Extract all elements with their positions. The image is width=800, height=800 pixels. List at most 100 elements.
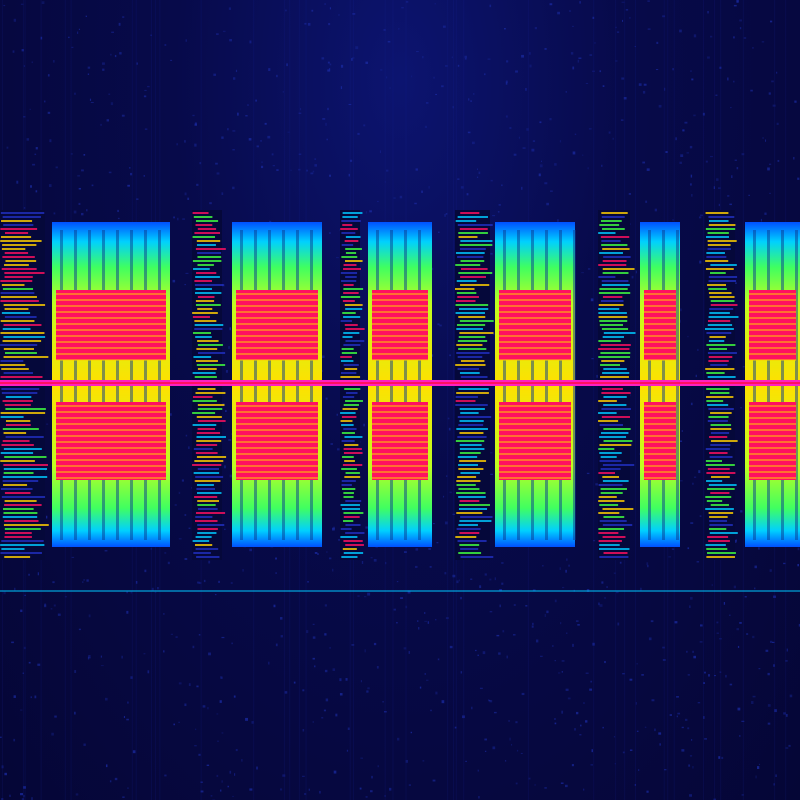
noise-speck [674, 621, 678, 624]
striped-line [4, 492, 31, 494]
noise-speck [425, 101, 429, 104]
noise-speck [734, 159, 737, 161]
noise-speck [32, 163, 36, 166]
noise-speck [78, 28, 81, 30]
striped-line [707, 468, 730, 470]
striped-line [601, 212, 628, 214]
striped-line [601, 280, 629, 282]
noise-speck [713, 675, 716, 677]
peak-harmonic [372, 447, 428, 449]
striped-line [459, 432, 484, 434]
noise-speck [513, 153, 517, 156]
peak-harmonic [644, 417, 676, 419]
noise-speck [472, 141, 475, 145]
striped-line [459, 228, 488, 230]
noise-speck [571, 764, 574, 767]
noise-speck [793, 156, 795, 160]
striped-line [705, 496, 732, 498]
noise-speck [348, 103, 352, 105]
striped-line [345, 400, 363, 402]
noise-speck [389, 787, 392, 791]
noise-speck [703, 716, 705, 719]
striped-line [5, 408, 46, 410]
noise-speck [750, 89, 753, 92]
noise-speck [410, 731, 413, 734]
noise-speck [9, 794, 11, 797]
noise-speck [613, 736, 616, 738]
striped-line [341, 480, 356, 482]
noise-speck [44, 604, 47, 608]
noise-speck [385, 169, 389, 172]
noise-speck [554, 722, 557, 725]
noise-speck [216, 713, 219, 715]
noise-speck [604, 660, 606, 664]
noise-speck [755, 775, 757, 779]
striped-line [708, 356, 733, 358]
striped-line [344, 476, 361, 478]
striped-line [196, 244, 216, 246]
striped-line [341, 468, 357, 470]
striped-line [460, 412, 479, 414]
striped-line [341, 280, 357, 282]
noise-speck [184, 558, 188, 560]
noise-speck [496, 634, 500, 637]
striped-line [343, 516, 360, 518]
noise-speck [251, 721, 254, 724]
striped-line [3, 524, 49, 526]
striped-line [456, 328, 483, 330]
noise-speck [88, 655, 91, 657]
striped-line [707, 324, 733, 326]
peak-harmonic [56, 465, 166, 467]
striped-line [343, 268, 361, 270]
striped-line [706, 256, 727, 258]
striped-line [344, 388, 361, 390]
noise-speck [574, 133, 577, 136]
peak-harmonic [372, 329, 428, 331]
striped-line [343, 316, 361, 318]
striped-line [345, 500, 362, 502]
peak-harmonic [236, 323, 318, 325]
noise-speck [143, 175, 145, 177]
peak-harmonic [499, 459, 571, 461]
noise-speck [126, 701, 129, 704]
striped-line [600, 300, 624, 302]
noise-speck [682, 129, 685, 132]
striped-line [343, 452, 363, 454]
striped-line [706, 556, 735, 558]
noise-speck [572, 66, 575, 70]
striped-line [706, 500, 723, 502]
noise-speck [460, 671, 463, 674]
noise-speck [516, 749, 519, 752]
noise-speck [452, 513, 455, 516]
noise-speck [774, 709, 777, 713]
striped-line [1, 284, 25, 286]
striped-line [343, 512, 364, 514]
striped-line [4, 536, 32, 538]
striped-line [602, 464, 635, 466]
striped-line [600, 468, 621, 470]
peak-harmonic [56, 447, 166, 449]
noise-speck [20, 709, 23, 711]
noise-speck [785, 659, 788, 662]
noise-speck [48, 184, 52, 188]
striped-line [345, 276, 357, 278]
striped-line [601, 408, 631, 410]
peak-harmonic [644, 471, 676, 473]
noise-speck [314, 665, 316, 668]
noise-speck [560, 782, 564, 784]
noise-speck [734, 539, 737, 543]
striped-line [455, 404, 488, 406]
noise-speck [163, 650, 165, 653]
noise-speck [432, 779, 436, 782]
noise-speck [385, 561, 387, 565]
noise-speck [521, 186, 523, 190]
noise-speck [672, 68, 674, 71]
striped-line [192, 372, 216, 374]
noise-speck [52, 581, 55, 584]
noise-speck [101, 62, 105, 65]
noise-speck [465, 760, 467, 762]
striped-line [0, 344, 38, 346]
striped-line [457, 416, 492, 418]
noise-speck [718, 756, 721, 759]
striped-line [340, 376, 361, 378]
